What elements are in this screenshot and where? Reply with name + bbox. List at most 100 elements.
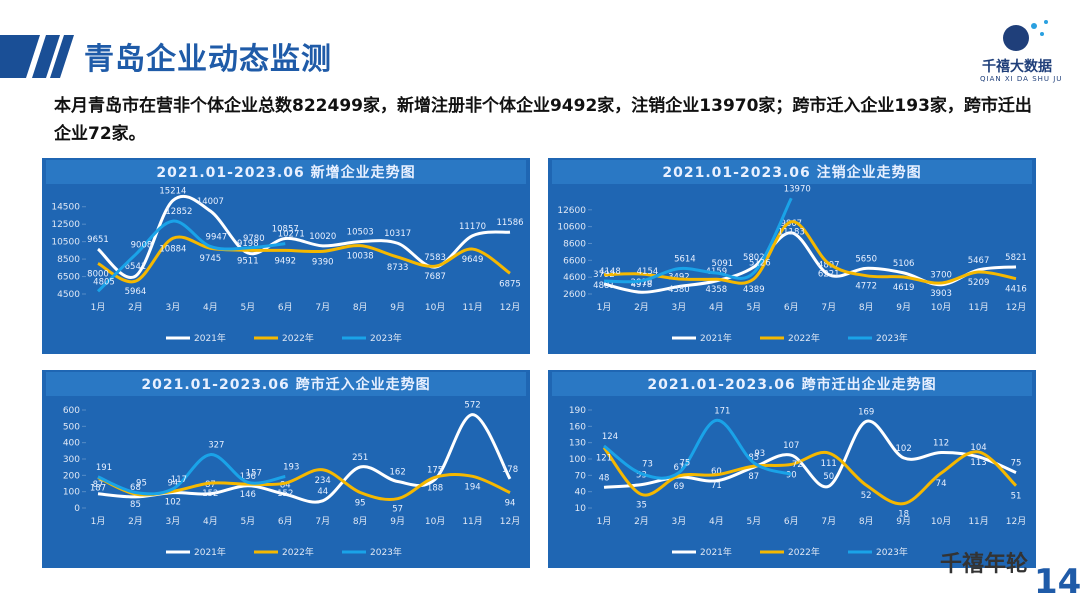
stripe	[32, 35, 60, 78]
data-label: 8000	[87, 269, 109, 279]
x-tick-label: 7月	[315, 302, 330, 313]
data-label: 327	[208, 441, 224, 451]
logo-text: 千禧大数据	[982, 59, 1052, 75]
data-label: 9390	[312, 257, 334, 267]
page-number: 14	[1034, 562, 1080, 602]
data-label: 93	[754, 449, 765, 459]
y-tick-label: 10500	[51, 238, 80, 248]
y-tick-label: 70	[575, 471, 587, 481]
data-label: 94	[505, 499, 516, 509]
x-tick-label: 4月	[203, 302, 218, 313]
data-label: 9947	[206, 232, 228, 242]
data-label: 9780	[243, 234, 265, 244]
x-tick-label: 9月	[896, 516, 911, 527]
legend-label: 2022年	[282, 332, 314, 344]
y-tick-label: 160	[569, 422, 586, 432]
chart-title: 2021.01-2023.06 跨市迁出企业走势图	[647, 376, 936, 393]
legend-label: 2023年	[370, 546, 402, 558]
title-bar	[46, 160, 526, 184]
data-label: 84	[280, 480, 291, 490]
data-label: 5106	[893, 259, 915, 269]
y-tick-label: 40	[575, 488, 587, 498]
data-label: 6875	[499, 279, 521, 289]
data-label: 169	[858, 407, 874, 417]
stripe	[50, 35, 74, 78]
data-label: 10884	[159, 244, 186, 254]
data-label: 87	[748, 472, 759, 482]
data-label: 10271	[278, 230, 305, 240]
chart-title: 2021.01-2023.06 跨市迁入企业走势图	[141, 376, 430, 393]
data-label: 9198	[237, 239, 259, 249]
panel	[548, 370, 1036, 568]
line	[96, 194, 511, 279]
x-tick-label: 9月	[390, 516, 405, 527]
data-label: 102	[896, 444, 912, 454]
data-label: 51	[1011, 492, 1022, 502]
data-label: 6221	[818, 270, 840, 280]
y-tick-label: 500	[63, 422, 80, 432]
x-tick-label: 8月	[353, 516, 368, 527]
x-tick-label: 3月	[672, 302, 687, 313]
y-tick-label: 8600	[563, 239, 586, 249]
y-tick-label: 8500	[57, 255, 80, 265]
y-tick-label: 10	[575, 504, 587, 514]
data-label: 234	[315, 476, 331, 486]
x-tick-label: 11月	[462, 516, 482, 527]
data-label: 5467	[968, 256, 990, 266]
title-bar	[552, 160, 1032, 184]
data-label: 3903	[930, 289, 952, 299]
x-tick-label: 11月	[968, 516, 988, 527]
logo-icon	[1003, 25, 1029, 51]
x-tick-label: 8月	[859, 516, 874, 527]
data-label: 6541	[125, 262, 147, 272]
data-label: 95	[355, 498, 366, 508]
data-label: 4148	[599, 267, 621, 277]
x-tick-label: 4月	[709, 302, 724, 313]
data-label: 44	[317, 487, 328, 497]
y-tick-label: 130	[569, 439, 586, 449]
data-label: 9492	[274, 256, 296, 266]
data-label: 191	[96, 463, 112, 473]
legend-label: 2022年	[282, 546, 314, 558]
line	[97, 413, 512, 504]
data-label: 5821	[1005, 253, 1027, 263]
data-label: 12852	[165, 207, 192, 217]
line	[96, 219, 286, 293]
y-tick-label: 300	[63, 455, 80, 465]
y-tick-label: 0	[74, 504, 80, 514]
y-tick-label: 6500	[57, 273, 80, 283]
y-tick-label: 6600	[563, 256, 586, 266]
data-label: 87	[93, 480, 104, 490]
data-label: 188	[427, 483, 443, 493]
data-label: 73	[642, 460, 653, 470]
data-label: 57	[392, 505, 403, 515]
y-tick-label: 100	[569, 455, 586, 465]
data-label: 9008	[131, 241, 153, 251]
data-label: 136	[240, 472, 256, 482]
x-tick-label: 7月	[315, 516, 330, 527]
y-tick-label: 10600	[557, 223, 586, 233]
x-tick-label: 4月	[203, 516, 218, 527]
data-label: 162	[390, 468, 406, 478]
data-label: 14007	[197, 197, 224, 207]
x-tick-label: 2月	[634, 516, 649, 527]
data-label: 7583	[424, 253, 446, 263]
data-label: 4619	[893, 283, 915, 293]
data-label: 48	[599, 473, 610, 483]
data-label: 4881	[593, 281, 615, 291]
data-label: 9649	[462, 255, 484, 265]
y-tick-label: 200	[63, 471, 80, 481]
legend-label: 2021年	[194, 332, 226, 344]
data-label: 72	[792, 460, 803, 470]
y-tick-label: 4600	[563, 273, 586, 283]
x-tick-label: 11月	[968, 302, 988, 313]
line	[602, 446, 1018, 506]
data-label: 3700	[930, 271, 952, 281]
x-tick-label: 6月	[784, 516, 799, 527]
data-label: 9867	[780, 219, 802, 229]
data-label: 152	[202, 489, 218, 499]
x-tick-label: 5月	[240, 516, 255, 527]
logo-dot	[1044, 20, 1048, 24]
x-tick-label: 5月	[746, 516, 761, 527]
x-tick-label: 3月	[672, 516, 687, 527]
